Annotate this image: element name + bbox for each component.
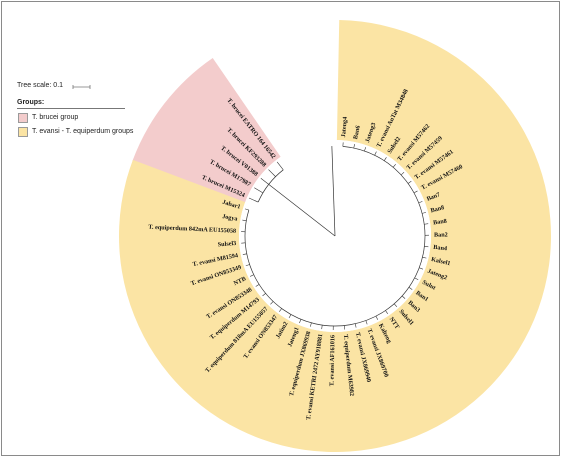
- tip-label: Sulsel3: [217, 240, 236, 248]
- branch-leaf: [392, 164, 396, 168]
- branch-leaf: [422, 212, 427, 214]
- tip-label: Ban7: [426, 191, 441, 203]
- tip-label: T. equiperdum 842mA EU155058: [148, 224, 236, 235]
- branch-leaf: [310, 322, 312, 327]
- tip-label: T. evansi AF161016: [329, 335, 337, 386]
- tip-label: Ban4: [433, 244, 447, 253]
- legend-swatch-brucei: [18, 113, 28, 123]
- groups-divider: [17, 108, 125, 109]
- branch-leaf: [353, 144, 355, 149]
- legend-label-brucei: T. brucei group: [32, 114, 79, 121]
- tip-label: Kalsel1: [430, 256, 451, 267]
- branch-leaf: [364, 147, 367, 152]
- branch-leaf: [288, 314, 292, 319]
- branch-leaf: [418, 201, 423, 204]
- branch-leaf: [250, 274, 254, 277]
- branch-leaf: [419, 267, 424, 270]
- tip-label: Ban8: [430, 204, 445, 214]
- branch-leaf: [422, 256, 427, 259]
- tree-scale-bar: [72, 85, 91, 89]
- branch-leaf: [276, 161, 284, 170]
- branch-root-brucei: [268, 184, 336, 237]
- tip-label: Ban2: [434, 232, 448, 239]
- branch-leaf: [244, 208, 249, 211]
- groups-title: Groups:: [17, 99, 45, 106]
- branch-leaf: [321, 325, 323, 330]
- branch-leaf: [242, 219, 247, 222]
- branch-leaf: [400, 171, 405, 176]
- branch-leaf: [384, 157, 387, 161]
- legend-swatch-evansi: [18, 127, 28, 137]
- branch-leaf: [394, 303, 398, 307]
- tip-label: NTB: [233, 275, 248, 287]
- branch-leaf: [408, 287, 413, 290]
- branch-leaf: [279, 308, 282, 312]
- branch-leaf: [424, 223, 429, 225]
- branch-leaf: [401, 295, 406, 299]
- branch-leaf: [242, 253, 247, 255]
- branch-leaf: [254, 187, 264, 194]
- branch-leaf: [365, 320, 368, 325]
- branch-leaf: [407, 180, 412, 184]
- tip-label: Jateng4: [340, 117, 349, 138]
- band-evansi-equiperdum-group: [118, 20, 551, 452]
- tip-label: Ban8: [433, 218, 448, 227]
- branch-leaf: [262, 293, 266, 297]
- branch-leaf: [245, 264, 250, 267]
- tip-label: Jogya: [222, 213, 238, 223]
- branch-leaf: [413, 190, 418, 194]
- tip-label: Ban6: [352, 125, 362, 140]
- branch-leaf: [374, 151, 377, 156]
- branch-leaf: [354, 323, 357, 328]
- branch-leaf: [299, 319, 302, 324]
- branch-leaf: [268, 169, 276, 177]
- branch-leaf: [375, 316, 379, 320]
- branch-leaf: [260, 178, 269, 185]
- band-brucei-group: [132, 57, 281, 203]
- branch-root-evansi: [331, 146, 336, 237]
- branch-arc-evansi: [244, 145, 426, 327]
- tree-scale-label: Tree scale: 0.1: [17, 82, 64, 89]
- branch-leaf: [255, 284, 260, 287]
- legend-label-evansi: T. evansi - T. equiperdum groups: [32, 128, 134, 135]
- branch-leaf: [248, 197, 259, 203]
- branch-leaf: [270, 301, 274, 305]
- branch-leaf: [414, 277, 419, 280]
- branch-leaf: [385, 310, 388, 314]
- legend: Tree scale: 0.1 Groups: T. brucei group …: [2, 2, 142, 152]
